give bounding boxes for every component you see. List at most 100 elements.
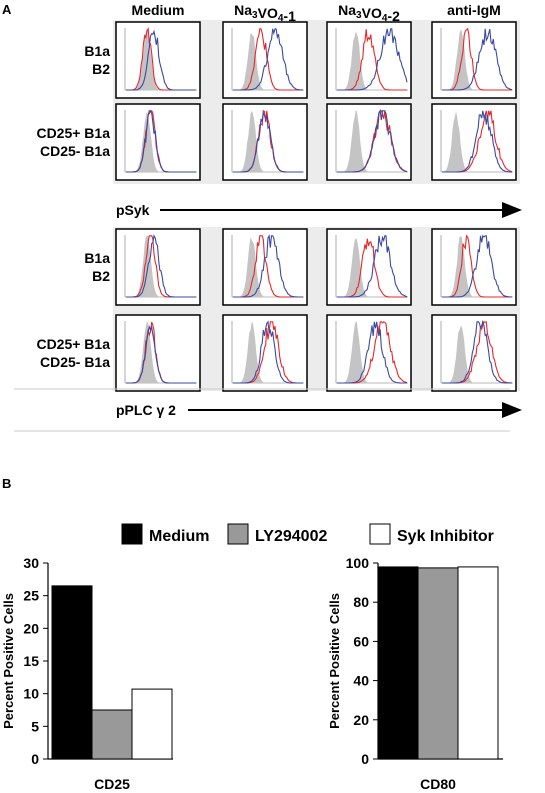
blue-histogram [337,108,408,173]
blue-histogram [337,28,408,91]
column-header: Medium [132,2,185,18]
y-tick-label: 30 [23,555,39,571]
legend-label: LY294002 [255,528,327,545]
isotype-histogram [337,31,407,91]
y-tick-label: 20 [23,620,39,636]
histogram-frame [222,21,308,99]
y-tick-label: 10 [23,686,39,702]
histogram-panel [431,21,517,99]
histogram-panel [222,314,308,392]
y-tick-label: 80 [353,594,369,610]
blue-histogram [126,29,196,91]
blue-histogram [337,321,407,384]
blue-histogram [233,112,303,173]
blue-histogram [126,110,196,173]
histogram-panel [326,314,412,392]
isotype-histogram [126,110,196,172]
histogram-panel [431,103,517,181]
legend-swatch [121,523,143,545]
panel-b-label: B [2,476,11,491]
isotype-histogram [442,236,512,297]
legend-label: Medium [149,528,209,545]
row-label: CD25- B1a [40,354,110,370]
histogram-frame [326,21,412,99]
histogram-frame [115,21,201,99]
bar-ly294002 [91,709,133,760]
histogram-panel [326,103,412,181]
isotype-histogram [233,321,303,383]
y-tick-label: 60 [353,633,369,649]
isotype-histogram [337,238,407,297]
x-axis-label: CD25 [94,776,130,792]
isotype-histogram [126,321,196,383]
isotype-histogram [337,321,407,383]
histogram-frame [431,314,517,392]
isotype-histogram [233,110,303,172]
red-histogram [442,27,512,91]
y-tick-label: 15 [23,653,39,669]
isotype-histogram [233,237,303,297]
histogram-frame [115,103,201,181]
bar-ly294002 [417,567,459,760]
histogram-panel [115,103,201,181]
blue-histogram [442,28,513,91]
axis-label: pPLC γ 2 [116,402,176,418]
panel-b: B Medium LY294002 Syk Inhibitor 0 5 10 15 20 25 3… [1,476,503,792]
legend-label: Syk Inhibitor [397,528,494,545]
row-label: CD25+ B1a [36,336,110,352]
histogram-panel [326,21,412,99]
blue-histogram [233,28,304,91]
isotype-histogram [233,33,303,90]
legend-swatch [369,523,391,545]
y-tick-label: 25 [23,588,39,604]
histogram-panel [222,103,308,181]
isotype-histogram [126,28,196,90]
histogram-panel [115,21,201,99]
y-tick-label: 100 [346,555,370,571]
y-tick-label: 5 [31,718,39,734]
histogram-panel [222,21,308,99]
histogram-frame [326,228,412,306]
histogram-panel [431,228,517,306]
y-axis-label: Percent Positive Cells [327,593,342,729]
blue-histogram [126,325,196,384]
histogram-frame [326,103,412,181]
blue-histogram [442,234,513,298]
histogram-frame [115,228,201,306]
row-label: CD25+ B1a [36,125,110,141]
axis-label: pSyk [116,202,150,218]
y-tick-label: 0 [31,751,39,767]
row-label: B1a [84,250,110,266]
bar-chart-cd80: 0 20 40 60 80 100 Percent Positive Cells CD80 [327,555,503,792]
histogram-panel [222,228,308,306]
red-histogram [442,234,512,298]
y-tick-label: 20 [353,712,369,728]
histogram-frame [326,314,412,392]
isotype-histogram [337,110,407,172]
blue-histogram [233,234,303,298]
histogram-frame [431,103,517,181]
y-tick-label: 0 [361,751,369,767]
bar-syk-inhibitor [131,688,173,760]
histogram-frame [431,21,517,99]
row-label: B2 [92,61,110,77]
legend-swatch [227,523,249,545]
isotype-histogram [442,110,512,172]
y-tick-label: 40 [353,673,369,689]
histogram-panel [326,228,412,306]
row-label: B1a [84,43,110,59]
histogram-panel [115,314,201,392]
blue-histogram [442,319,512,384]
blue-histogram [126,234,196,298]
isotype-histogram [442,326,512,383]
blue-histogram [442,110,513,173]
column-header: anti-IgM [447,2,501,18]
bar-syk-inhibitor [457,566,499,760]
panel-a: A Medium Na3VO4-1 Na3VO4-2 anti-IgM B1a B2 CD2… [2,2,522,432]
isotype-histogram [442,29,512,90]
column-header: Na3VO4-2 [338,2,400,24]
histogram-frame [115,314,201,392]
histogram-panel [431,314,517,392]
blue-histogram [233,320,303,384]
